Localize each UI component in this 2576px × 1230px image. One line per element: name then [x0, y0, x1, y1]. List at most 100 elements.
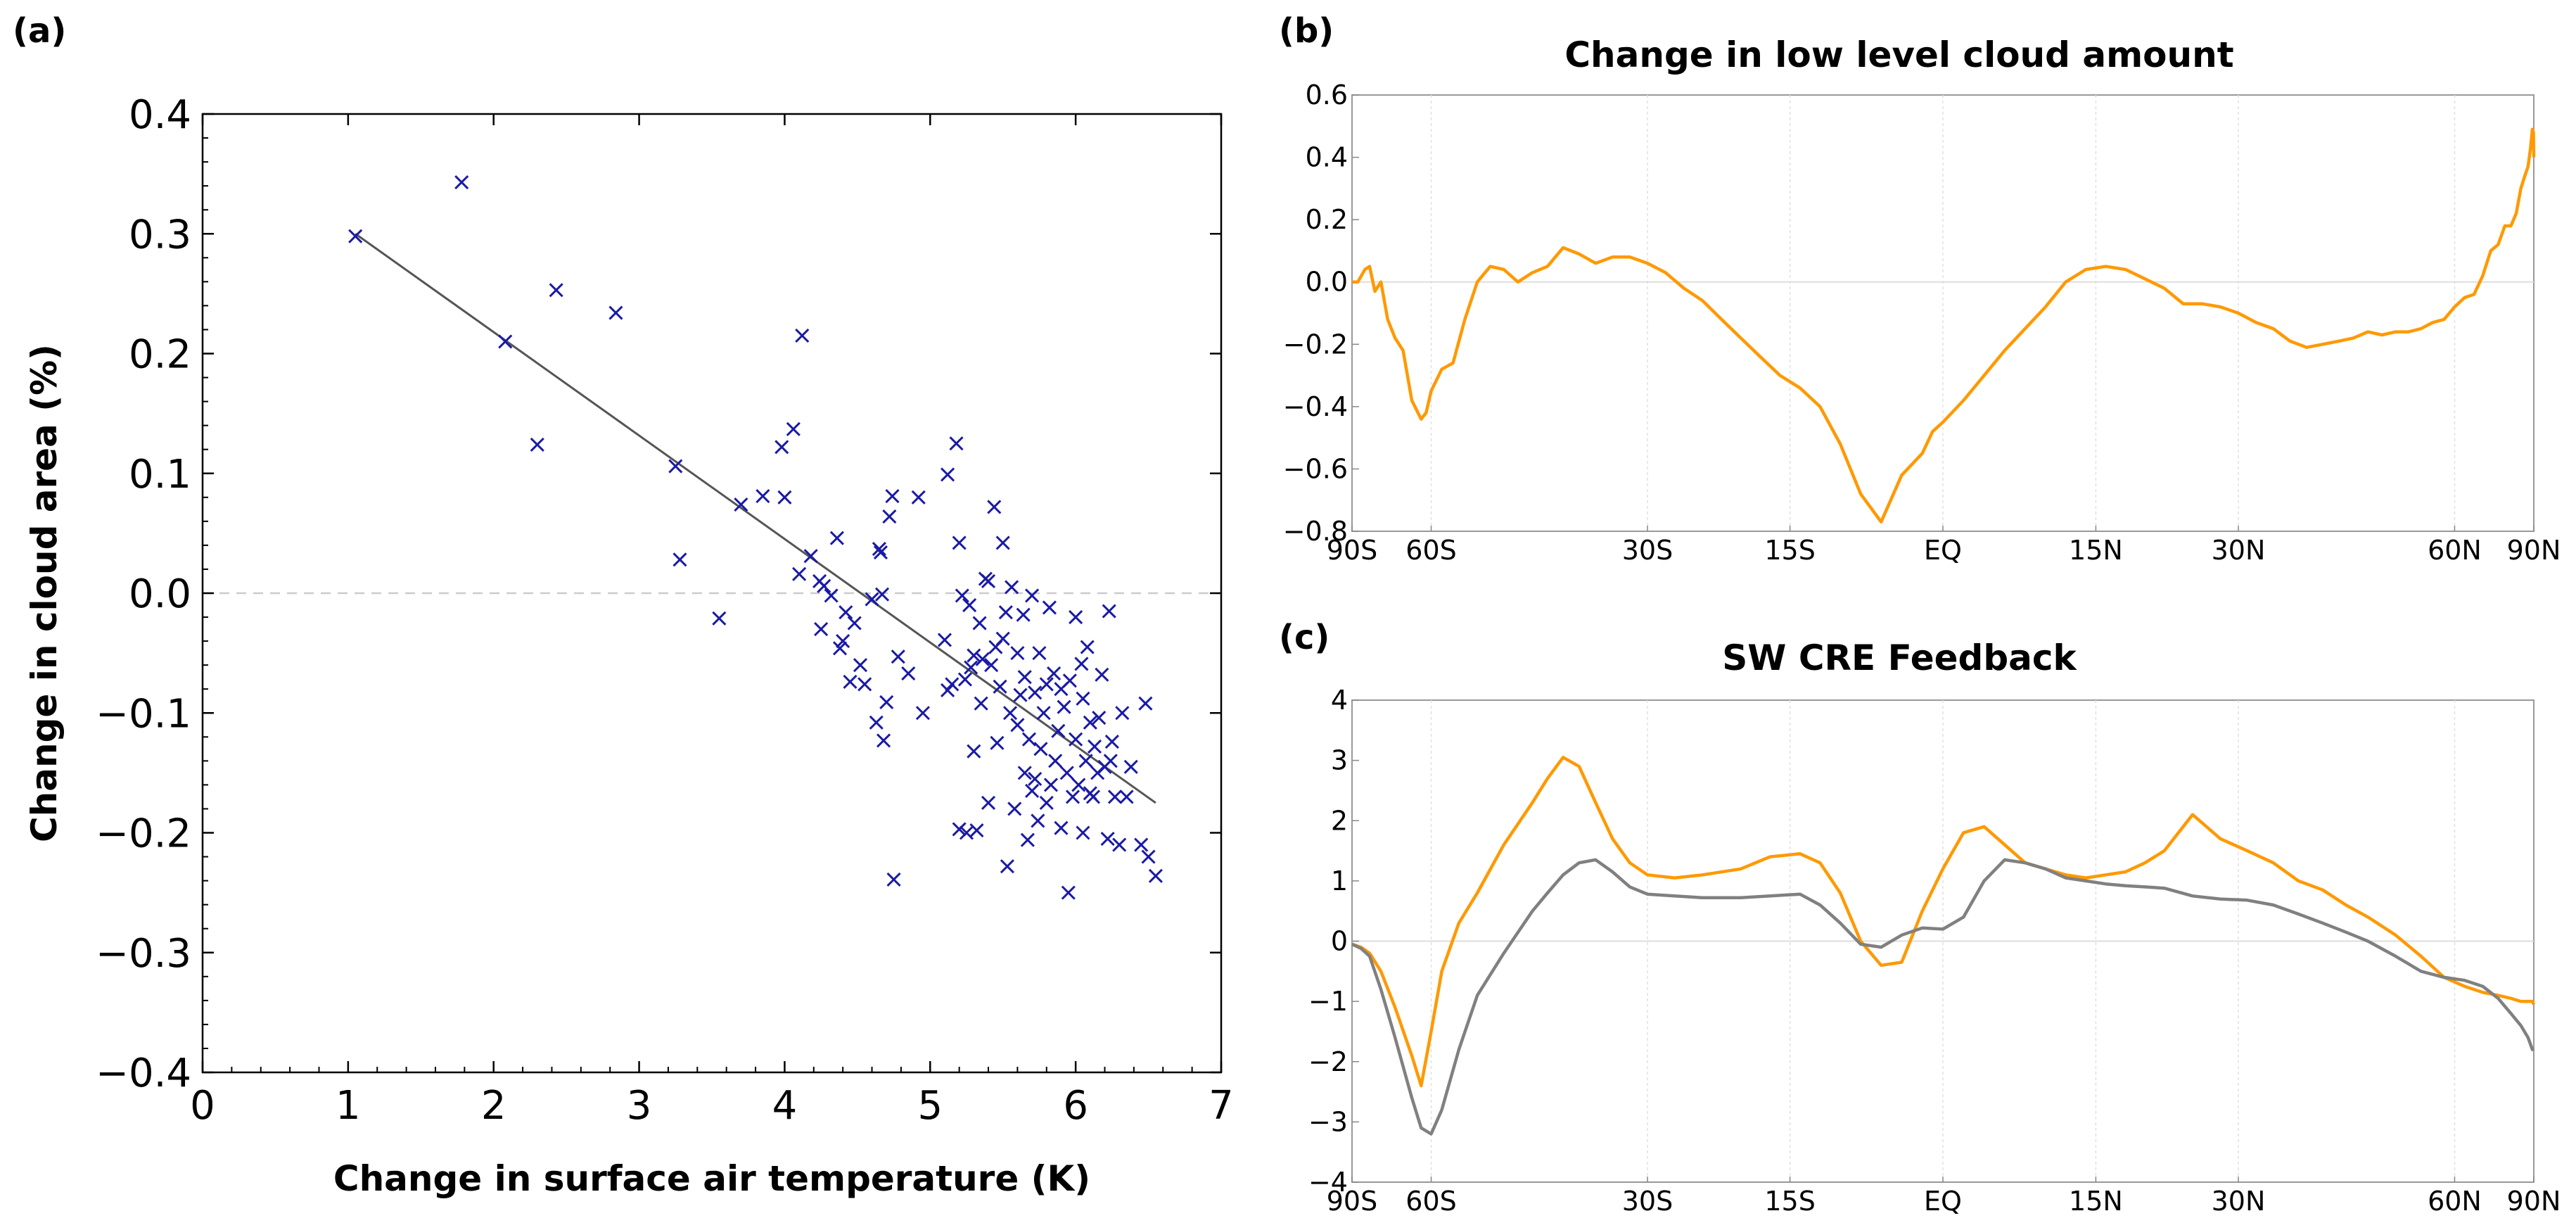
panel-a-point	[843, 674, 857, 690]
panel-a-point	[1028, 685, 1042, 700]
panel-a-point	[1085, 790, 1101, 804]
panel-b-ytick-label: 0.2	[1306, 204, 1348, 235]
panel-a-point	[1054, 820, 1069, 835]
panel-a-point	[1138, 696, 1153, 711]
panel-c-ytick-label: 2	[1331, 805, 1348, 836]
panel-b-title: Change in low level cloud amount	[1564, 34, 2233, 75]
panel-a-ylabel: Change in cloud area (%)	[24, 344, 65, 842]
panel-b-ytick-label: 0.4	[1306, 142, 1348, 173]
panel-c-label: (c)	[1279, 618, 1330, 657]
panel-a-point	[975, 652, 990, 666]
panel-a-point	[1048, 754, 1063, 768]
panel-a-point	[886, 872, 901, 887]
panel-a-point	[755, 489, 770, 504]
panel-a-ytick-label: 0.3	[129, 212, 191, 258]
panel-a-point	[882, 509, 897, 524]
panel-a-point	[1059, 766, 1074, 780]
panel-b-xtick-label: 60S	[1405, 535, 1456, 566]
panel-a-point	[1039, 795, 1054, 811]
panel-a-point	[668, 459, 683, 474]
panel-a-point	[872, 541, 886, 557]
panel-a-point	[1148, 868, 1163, 883]
panel-b-frame	[1351, 94, 2534, 532]
panel-a-point	[1061, 885, 1076, 900]
panel-a-point	[847, 616, 862, 630]
panel-a-point	[1007, 801, 1022, 816]
panel-a-point	[1076, 691, 1090, 706]
panel-c-xtick-label: 15N	[2069, 1186, 2123, 1217]
panel-a-point	[865, 592, 879, 607]
panel-a-point	[1032, 646, 1047, 661]
panel-a-point	[876, 733, 891, 748]
panel-a-point	[967, 648, 981, 663]
panel-a-point	[1074, 657, 1089, 671]
panel-a-point	[974, 696, 988, 711]
panel-a-point	[949, 436, 964, 451]
panel-c-xtick-label: EQ	[1924, 1186, 1962, 1217]
panel-a-point	[945, 677, 959, 692]
panel-a-point	[1112, 837, 1127, 852]
panel-a-ytick-label: −0.1	[96, 691, 191, 737]
panel-a-point	[549, 283, 563, 298]
panel-a-ytick-label: −0.2	[96, 811, 191, 857]
panel-b-ytick-label: −0.4	[1283, 391, 1348, 422]
panel-a-point	[937, 633, 952, 647]
panel-a: (a) 0 1 2 3 4 5 6 7 −0.4 −0.3 −0.2 −0.1 0.0 0.1 0.2 0.3…	[13, 11, 1234, 1199]
panel-a-point	[1020, 832, 1035, 847]
panel-a-point	[1080, 640, 1095, 654]
panel-a-point	[672, 552, 687, 567]
panel-a-xtick-label: 1	[336, 1083, 361, 1129]
panel-b-ytick-label: −0.2	[1283, 329, 1348, 360]
panel-a-xtick-label: 3	[627, 1083, 652, 1129]
panel-a-point	[952, 822, 967, 837]
panel-a-point	[792, 566, 807, 581]
panel-a-point	[995, 631, 1010, 646]
panel-a-point	[829, 531, 844, 545]
panel-b-xtick-label: 15N	[2069, 535, 2123, 566]
panel-a-point	[1016, 607, 1031, 622]
panel-a-point	[608, 305, 623, 320]
panel-a-point	[873, 545, 888, 560]
panel-a-point	[454, 175, 469, 190]
panel-a-point	[972, 616, 987, 630]
panel-c-ytick-label: −4	[1308, 1167, 1348, 1198]
panel-b-xtick-label: 30S	[1622, 535, 1673, 566]
panel-a-point	[1092, 710, 1107, 725]
panel-a-point	[1087, 739, 1102, 754]
panel-a-point	[734, 497, 748, 512]
panel-a-point	[803, 549, 818, 564]
panel-a-point	[774, 440, 789, 455]
panel-a-point	[348, 229, 363, 243]
panel-a-point	[879, 695, 894, 709]
panel-a-point	[1010, 646, 1025, 661]
panel-a-point	[990, 735, 1005, 750]
panel-c-ytick-label: 1	[1331, 866, 1348, 896]
panel-c-xtick-label: 90N	[2507, 1186, 2561, 1217]
panel-a-point	[1062, 673, 1077, 688]
panel-b-xtick-label: EQ	[1924, 535, 1962, 566]
panel-a-point	[712, 611, 727, 626]
panel-a-point	[1047, 666, 1061, 681]
panel-a-point	[1036, 706, 1051, 721]
panel-a-xtick-label: 5	[917, 1083, 943, 1129]
panel-b-series-low-level-cloud-change	[1352, 127, 2536, 524]
panel-b-ytick-label: 0.0	[1306, 267, 1348, 298]
panel-a-xtick-label: 2	[481, 1083, 506, 1129]
panel-b-xtick-label: 30N	[2212, 535, 2266, 566]
panel-a-point	[911, 490, 926, 505]
panel-a-point	[498, 334, 513, 349]
panel-c-xtick-label: 30S	[1622, 1186, 1673, 1217]
panel-c-ytick-label: −2	[1308, 1046, 1348, 1077]
panel-a-point	[786, 421, 801, 436]
panel-a-point	[1103, 754, 1118, 768]
panel-a-point	[832, 641, 848, 656]
panel-a-point	[969, 823, 984, 838]
panel-a-point	[1065, 790, 1080, 804]
panel-a-point	[1025, 588, 1040, 603]
panel-c-xtick-label: 60S	[1405, 1186, 1456, 1217]
panel-a-point	[1134, 837, 1149, 852]
panel-a-point	[957, 672, 972, 687]
panel-a-point	[1021, 732, 1037, 747]
panel-a-point	[1078, 754, 1093, 768]
